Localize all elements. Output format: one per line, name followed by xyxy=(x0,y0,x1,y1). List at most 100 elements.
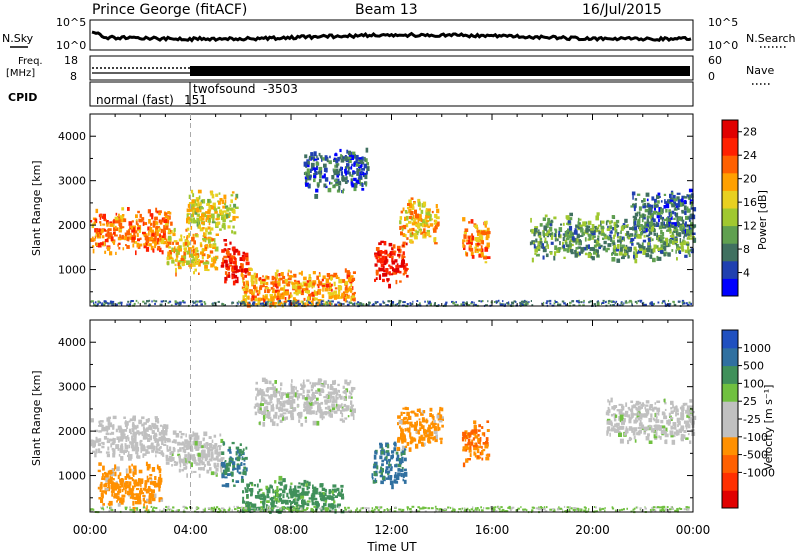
echo-cell xyxy=(567,248,570,253)
echo-cell xyxy=(179,302,182,304)
echo-cell xyxy=(276,270,279,273)
cpid-panel: CPID normal (fast) 151 twofsound -3503 xyxy=(8,82,693,107)
echo-cell xyxy=(258,507,261,509)
echo-cell xyxy=(168,236,171,241)
echo-cell xyxy=(654,233,657,236)
echo-cell xyxy=(413,202,416,204)
echo-cell xyxy=(337,493,340,496)
echo-cell xyxy=(145,236,149,241)
echo-cell xyxy=(307,390,310,393)
echo-cell xyxy=(414,422,416,425)
echo-cell xyxy=(148,418,150,421)
echo-cell xyxy=(98,448,100,453)
echo-cell xyxy=(157,238,159,242)
echo-cell xyxy=(101,302,103,304)
echo-cell xyxy=(434,226,437,229)
echo-cell xyxy=(191,237,195,242)
echo-cell xyxy=(157,428,159,432)
echo-cell xyxy=(563,223,565,226)
echo-cell xyxy=(278,501,280,503)
echo-cell xyxy=(340,494,343,497)
echo-cell xyxy=(332,494,335,496)
echo-cell xyxy=(192,259,195,261)
echo-cell xyxy=(219,198,222,201)
echo-cell xyxy=(167,439,171,443)
echo-cell xyxy=(337,157,340,162)
echo-cell xyxy=(402,228,404,231)
echo-cell xyxy=(643,214,645,218)
echo-cell xyxy=(269,387,273,390)
echo-cell xyxy=(665,209,667,213)
echo-cell xyxy=(680,238,682,243)
echo-cell xyxy=(477,449,480,453)
echo-cell xyxy=(397,246,401,249)
echo-cell xyxy=(212,247,216,249)
echo-cell xyxy=(243,288,246,291)
echo-cell xyxy=(288,270,290,273)
echo-cell xyxy=(114,483,118,487)
echo-cell xyxy=(247,272,251,276)
echo-cell xyxy=(154,437,156,441)
echo-cell xyxy=(660,250,663,253)
echo-cell xyxy=(386,251,388,254)
echo-cell xyxy=(214,435,217,438)
echo-cell xyxy=(307,503,310,506)
echo-cell xyxy=(140,491,142,495)
echo-cell xyxy=(234,275,238,279)
echo-cell xyxy=(211,206,214,210)
echo-cell xyxy=(368,302,370,304)
echo-cell xyxy=(218,452,220,457)
echo-cell xyxy=(102,442,104,445)
echo-cell xyxy=(155,451,159,454)
echo-cell xyxy=(399,300,401,302)
echo-cell xyxy=(393,244,396,248)
echo-cell xyxy=(397,303,399,305)
echo-cell xyxy=(281,295,285,300)
echo-cell xyxy=(608,236,611,240)
echo-cell xyxy=(221,216,224,220)
echo-cell xyxy=(260,388,262,392)
echo-cell xyxy=(176,257,178,262)
echo-cell xyxy=(472,236,475,241)
echo-cell xyxy=(303,390,305,394)
echo-cell xyxy=(137,449,139,451)
echo-cell xyxy=(119,428,121,430)
echo-cell xyxy=(409,239,413,243)
echo-cell xyxy=(204,232,206,236)
echo-cell xyxy=(340,154,342,157)
echo-region xyxy=(98,462,163,512)
echo-cell xyxy=(405,210,407,214)
echo-cell xyxy=(462,239,465,242)
echo-cell xyxy=(192,193,194,197)
echo-cell xyxy=(318,171,322,174)
echo-cell xyxy=(538,241,540,246)
echo-cell xyxy=(159,228,161,230)
echo-cell xyxy=(171,464,173,467)
echo-cell xyxy=(270,394,274,397)
echo-cell xyxy=(378,242,382,245)
echo-cell xyxy=(427,211,430,216)
echo-cell xyxy=(277,391,281,394)
echo-cell xyxy=(197,250,199,253)
echo-cell xyxy=(377,301,379,303)
echo-cell xyxy=(169,257,173,259)
echo-cell xyxy=(230,204,232,207)
echo-cell xyxy=(430,408,433,412)
echo-cell xyxy=(242,277,244,280)
echo-cell xyxy=(469,245,472,247)
echo-cell xyxy=(199,202,202,206)
echo-cell xyxy=(683,236,685,238)
echo-cell xyxy=(137,238,140,241)
echo-cell xyxy=(486,237,489,240)
echo-cell xyxy=(133,416,136,421)
echo-cell xyxy=(249,482,252,485)
echo-cell xyxy=(209,467,212,471)
echo-cell xyxy=(390,475,393,478)
echo-cell xyxy=(473,451,475,455)
echo-cell xyxy=(554,251,556,256)
echo-cell xyxy=(153,481,157,486)
echo-cell xyxy=(142,453,144,458)
echo-cell xyxy=(585,228,588,233)
echo-cell xyxy=(424,301,426,303)
echo-cell xyxy=(628,248,632,252)
